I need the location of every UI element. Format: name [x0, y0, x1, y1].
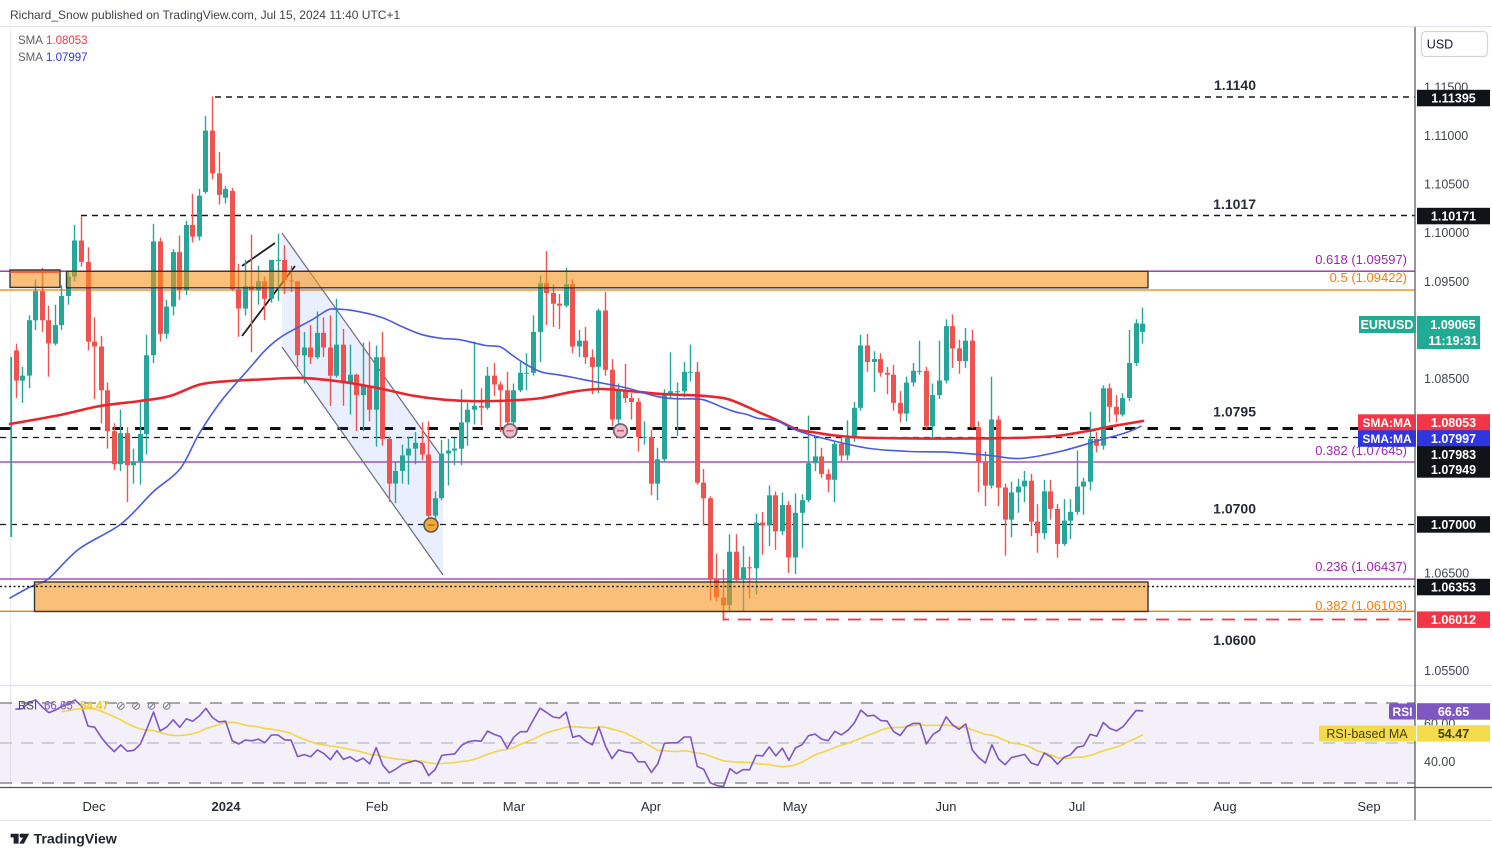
svg-text:1.07949: 1.07949 — [1431, 463, 1476, 477]
svg-text:1.08053: 1.08053 — [46, 35, 88, 47]
svg-text:SMA:MA: SMA:MA — [1362, 432, 1412, 446]
svg-text:⊘: ⊘ — [147, 700, 157, 712]
svg-text:May: May — [783, 799, 808, 814]
svg-text:54.47: 54.47 — [1438, 727, 1469, 741]
svg-text:1.0600: 1.0600 — [1213, 632, 1256, 648]
svg-text:0.382 (1.06103): 0.382 (1.06103) — [1315, 598, 1407, 613]
svg-text:1.08053: 1.08053 — [1431, 416, 1476, 430]
svg-text:1.07000: 1.07000 — [1431, 518, 1476, 532]
svg-text:1.11395: 1.11395 — [1431, 91, 1476, 105]
svg-text:Feb: Feb — [366, 799, 388, 814]
svg-text:54.47: 54.47 — [80, 700, 109, 712]
svg-text:Richard_Snow published on Trad: Richard_Snow published on TradingView.co… — [10, 8, 400, 22]
svg-text:Mar: Mar — [503, 799, 526, 814]
svg-text:1.06500: 1.06500 — [1424, 567, 1469, 581]
svg-text:Jun: Jun — [936, 799, 957, 814]
svg-text:1.10171: 1.10171 — [1431, 209, 1476, 223]
svg-text:1.08500: 1.08500 — [1424, 372, 1469, 386]
svg-text:1.10500: 1.10500 — [1424, 178, 1469, 192]
svg-text:Dec: Dec — [82, 799, 106, 814]
svg-text:⊘: ⊘ — [116, 700, 126, 712]
svg-text:⊘: ⊘ — [162, 700, 172, 712]
svg-text:1.10000: 1.10000 — [1424, 226, 1469, 240]
svg-text:1.07983: 1.07983 — [1431, 448, 1476, 462]
svg-text:Sep: Sep — [1357, 799, 1380, 814]
svg-text:1.11000: 1.11000 — [1424, 129, 1468, 143]
svg-text:1.0795: 1.0795 — [1213, 404, 1256, 420]
svg-text:0.236 (1.06437): 0.236 (1.06437) — [1315, 559, 1407, 574]
svg-text:Apr: Apr — [641, 799, 662, 814]
svg-text:1.0700: 1.0700 — [1213, 501, 1256, 517]
svg-text:SMA:MA: SMA:MA — [1362, 416, 1412, 430]
svg-text:1.07997: 1.07997 — [1431, 432, 1476, 446]
svg-text:1.1140: 1.1140 — [1214, 77, 1256, 93]
svg-text:0.5 (1.09422): 0.5 (1.09422) — [1330, 270, 1407, 285]
svg-text:TradingView: TradingView — [34, 832, 118, 848]
svg-text:1.07997: 1.07997 — [46, 52, 88, 64]
svg-text:66.65: 66.65 — [44, 700, 73, 712]
svg-text:2024: 2024 — [212, 799, 242, 814]
svg-text:SMA: SMA — [18, 52, 43, 64]
svg-text:USD: USD — [1427, 38, 1453, 52]
svg-text:1.1017: 1.1017 — [1213, 196, 1256, 212]
svg-text:EURUSD: EURUSD — [1361, 318, 1414, 332]
svg-text:1.06353: 1.06353 — [1431, 580, 1476, 594]
svg-text:1.06012: 1.06012 — [1431, 613, 1476, 627]
svg-text:1.09500: 1.09500 — [1424, 275, 1469, 289]
svg-text:Aug: Aug — [1213, 799, 1236, 814]
svg-text:⊘: ⊘ — [131, 700, 141, 712]
svg-text:RSI: RSI — [1392, 705, 1412, 719]
svg-text:1.05500: 1.05500 — [1424, 664, 1469, 678]
svg-text:66.65: 66.65 — [1438, 705, 1469, 719]
svg-text:1.09065: 1.09065 — [1430, 318, 1475, 332]
svg-text:RSI: RSI — [18, 700, 37, 712]
svg-text:11:19:31: 11:19:31 — [1428, 334, 1477, 348]
svg-text:SMA: SMA — [18, 35, 43, 47]
svg-text:Jul: Jul — [1069, 799, 1086, 814]
svg-text:RSI-based MA: RSI-based MA — [1326, 727, 1408, 741]
svg-text:40.00: 40.00 — [1424, 755, 1455, 769]
svg-text:0.618 (1.09597): 0.618 (1.09597) — [1315, 252, 1407, 267]
